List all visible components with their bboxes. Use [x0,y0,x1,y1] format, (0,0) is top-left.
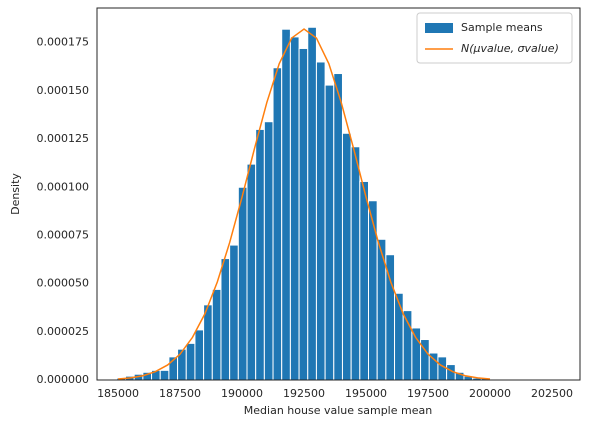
x-tick-label: 195000 [345,387,387,400]
x-tick-label: 190000 [221,387,263,400]
x-tick-label: 197500 [407,387,449,400]
bar [229,244,239,381]
bar [298,47,309,381]
x-axis-label: Median house value sample mean [244,404,432,417]
bar [359,180,370,381]
y-tick-label: 0.000125 [37,132,90,145]
bar [255,128,265,381]
bar [194,329,205,381]
bar [315,61,326,381]
bar [350,146,361,381]
bar [281,28,291,381]
bar [289,36,300,381]
y-axis-label: Density [9,173,22,215]
x-tick-label: 187500 [159,387,201,400]
y-tick-label: 0.000025 [37,325,90,338]
curve [118,28,491,380]
bar [324,84,335,381]
y-tick-label: 0.000100 [37,180,90,193]
bar [333,73,343,381]
bar [203,304,213,381]
legend-swatch [425,23,453,33]
bar [220,258,231,381]
bar [246,163,257,381]
legend-label: Sample means [461,21,543,34]
bar [341,132,352,381]
bar [177,348,187,381]
y-tick-label: 0.000175 [37,36,90,49]
bar [272,67,283,381]
plot-frame [96,7,581,381]
x-tick-label: 192500 [283,387,325,400]
bar [411,327,422,381]
bar [211,288,222,381]
bar [263,121,274,381]
x-tick-label: 200000 [469,387,511,400]
y-tick-label: 0.000150 [37,84,90,97]
bar [368,200,378,381]
legend-label: N(μvalue, σvalue) [461,42,559,55]
bar [185,342,196,381]
bar [307,26,317,381]
bar [237,186,248,381]
x-tick-label: 185000 [97,387,139,400]
x-tick-label: 202500 [531,387,573,400]
y-tick-label: 0.000075 [37,228,90,241]
legend-box [416,12,573,64]
bar [394,292,404,381]
bar [159,369,170,381]
y-tick-label: 0.000000 [37,373,90,386]
bar [385,254,396,381]
y-tick-label: 0.000050 [37,277,90,290]
